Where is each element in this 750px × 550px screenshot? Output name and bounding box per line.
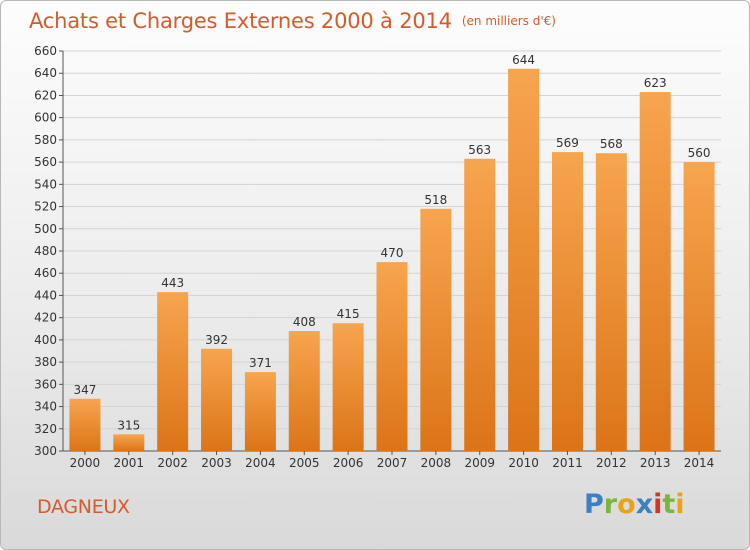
- y-tick-label: 360: [34, 377, 57, 391]
- bar-2000: [69, 398, 101, 451]
- y-tick-label: 440: [34, 288, 57, 302]
- y-tick-label: 500: [34, 222, 57, 236]
- bar-2002: [157, 292, 189, 451]
- proxiti-logo[interactable]: Proxiti: [584, 489, 685, 520]
- bar-2005: [288, 331, 320, 451]
- label-layer: 347 315 443 392 371 408 415 470 518 563 644 569 568 6…: [73, 53, 710, 433]
- x-tick-label: 2004: [245, 456, 276, 470]
- x-tick-label: 2009: [464, 456, 495, 470]
- x-tick-label: 2010: [508, 456, 539, 470]
- x-tick-label: 2012: [596, 456, 627, 470]
- data-label-2011: 569: [556, 136, 579, 150]
- bar-2006: [332, 323, 364, 451]
- bar-layer: [69, 68, 715, 452]
- x-tick-label: 2007: [377, 456, 408, 470]
- data-label-2003: 392: [205, 333, 228, 347]
- data-label-2001: 315: [117, 418, 140, 432]
- title-block: Achats et Charges Externes 2000 à 2014 (e…: [29, 9, 556, 33]
- data-label-2010: 644: [512, 53, 535, 67]
- y-tick-label: 540: [34, 177, 57, 191]
- x-tick-label: 2006: [333, 456, 364, 470]
- x-tick-label: 2011: [552, 456, 583, 470]
- logo-letter: x: [635, 489, 654, 520]
- data-label-2012: 568: [600, 137, 623, 151]
- bar-2003: [201, 348, 233, 451]
- y-tick-label: 380: [34, 355, 57, 369]
- bar-2008: [420, 208, 452, 451]
- y-tick-label: 520: [34, 200, 57, 214]
- x-tick-label: 2005: [289, 456, 320, 470]
- x-tick-label: 2008: [421, 456, 452, 470]
- x-tick-label: 2002: [157, 456, 188, 470]
- y-tick-label: 340: [34, 400, 57, 414]
- logo-letter: o: [617, 489, 636, 520]
- y-tick-label: 600: [34, 111, 57, 125]
- chart-subtitle: (en milliers d'€): [461, 14, 556, 28]
- x-tick-label: 2000: [70, 456, 101, 470]
- y-tick-label: 560: [34, 155, 57, 169]
- logo-letter: i: [653, 489, 663, 520]
- logo-letter: t: [662, 489, 676, 520]
- bar-2004: [244, 372, 276, 451]
- bar-2012: [595, 153, 627, 451]
- y-tick-label: 620: [34, 88, 57, 102]
- data-label-2013: 623: [644, 76, 667, 90]
- y-tick-label: 580: [34, 133, 57, 147]
- data-label-2004: 371: [249, 356, 272, 370]
- data-label-2000: 347: [73, 383, 96, 397]
- bar-2013: [639, 92, 671, 451]
- y-tick-label: 460: [34, 266, 57, 280]
- logo-letter: i: [675, 489, 685, 520]
- y-tick-label: 420: [34, 311, 57, 325]
- axis-layer: 300 320 340 360 380 400 420 440 460 480 500 520 540 5…: [34, 44, 721, 470]
- chart-title: Achats et Charges Externes 2000 à 2014: [29, 9, 452, 33]
- bar-2007: [376, 262, 408, 451]
- bar-2014: [683, 162, 715, 451]
- y-tick-label: 480: [34, 244, 57, 258]
- y-tick-label: 320: [34, 422, 57, 436]
- data-label-2006: 415: [337, 307, 360, 321]
- x-tick-label: 2013: [640, 456, 671, 470]
- logo-letter: r: [603, 489, 618, 520]
- data-label-2005: 408: [293, 315, 316, 329]
- bar-2011: [551, 152, 583, 451]
- bar-2010: [508, 68, 540, 452]
- y-tick-label: 640: [34, 66, 57, 80]
- y-tick-label: 660: [34, 44, 57, 58]
- data-label-2009: 563: [468, 143, 491, 157]
- y-tick-label: 300: [34, 444, 57, 458]
- bar-2001: [113, 434, 145, 451]
- city-name: DAGNEUX: [37, 496, 130, 518]
- x-tick-label: 2003: [201, 456, 232, 470]
- y-tick-label: 400: [34, 333, 57, 347]
- logo-letter: P: [584, 489, 604, 520]
- x-tick-label: 2014: [684, 456, 715, 470]
- x-tick-label: 2001: [114, 456, 145, 470]
- data-label-2008: 518: [424, 193, 447, 207]
- data-label-2014: 560: [688, 146, 711, 160]
- bar-2009: [464, 158, 496, 451]
- data-label-2007: 470: [381, 246, 404, 260]
- data-label-2002: 443: [161, 276, 184, 290]
